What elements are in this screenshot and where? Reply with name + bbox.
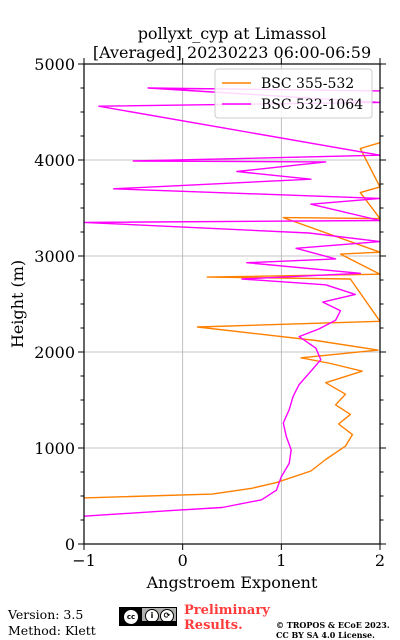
chart-title: pollyxt_cyp at Limassol [138,24,327,43]
y-tick-label: 3000 [34,247,75,266]
y-tick-label: 2000 [34,343,75,362]
x-tick-label: 1 [276,551,286,570]
legend-label-bsc-355-532: BSC 355-532 [261,76,354,92]
grid-lines [83,63,381,545]
series-line-1 [83,87,381,517]
chart-subtitle: [Averaged] 20230223 06:00-06:59 [93,43,371,62]
y-tick-label: 0 [65,535,75,554]
x-tick-label: 0 [178,551,188,570]
x-axis-label: Angstroem Exponent [146,573,318,592]
plot-series [83,87,381,517]
legend-label-bsc-532-1064: BSC 532-1064 [261,97,363,113]
legend-box [214,68,373,119]
x-tick-label: 2 [375,551,385,570]
y-axis-label: Height (m) [8,260,27,348]
y-tick-label: 1000 [34,439,75,458]
chart-figure: pollyxt_cyp at Limassol [Averaged] 20230… [8,24,386,592]
cc-logo-icon: cc [123,609,139,625]
method-text: Method: Klett [8,623,96,638]
y-tick-label: 5000 [34,55,75,74]
version-text: Version: 3.5 [8,607,84,622]
x-tick-label: −1 [72,551,96,570]
preliminary-notice: Preliminary Results. [184,603,270,633]
y-tick-label: 4000 [34,151,75,170]
footer-info: Version: 3.5 Method: Klett [8,607,96,639]
series-line-0 [83,142,381,499]
cc-license-badge-icon: cc i ⟳ [119,607,177,626]
plot-area-frame [83,63,381,545]
legend: BSC 355-532 BSC 532-1064 [214,68,373,119]
copyright-notice: © TROPOS & ECoE 2023. CC BY SA 4.0 Licen… [276,620,390,640]
